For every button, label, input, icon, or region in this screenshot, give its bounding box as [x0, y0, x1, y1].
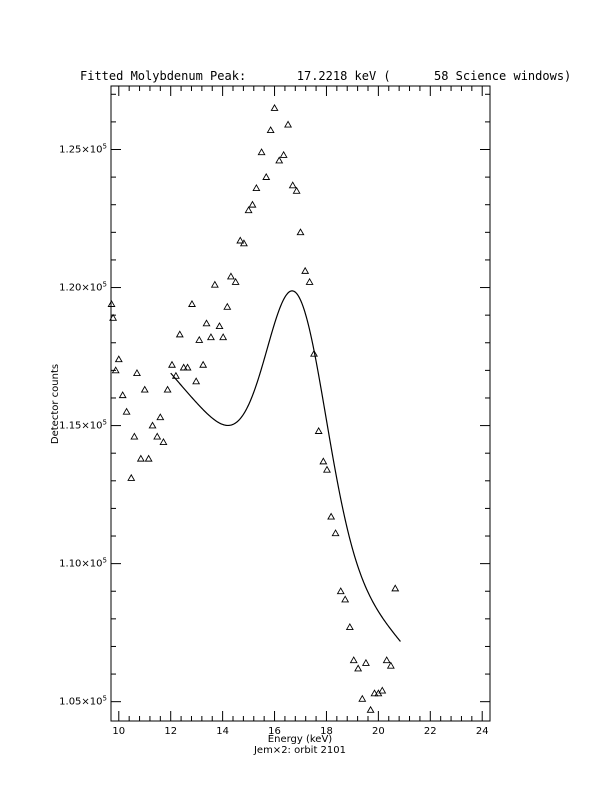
x-tick-label: 16: [268, 726, 281, 737]
data-point-triangle: [252, 184, 261, 192]
data-point-triangle: [358, 694, 367, 702]
data-point-triangle: [199, 360, 208, 368]
data-point-triangle: [314, 427, 323, 434]
data-point-triangle: [111, 366, 120, 374]
data-point-triangle: [231, 277, 240, 285]
chart-title: Fitted Molybdenum Peak: 17.2218 keV ( 58…: [80, 69, 571, 83]
x-tick-labels: 10 12 14 16 18 20 22 24: [112, 726, 488, 737]
tick-marks: [111, 86, 490, 721]
data-point-triangle: [195, 335, 204, 343]
data-point-triangle: [144, 454, 153, 462]
data-point-triangle: [248, 200, 257, 208]
data-point-triangle: [183, 363, 192, 371]
x-axis-label: Energy (keV): [268, 734, 333, 745]
data-point-triangle: [275, 156, 284, 164]
data-point-triangle: [262, 173, 271, 180]
data-point-triangle: [288, 181, 297, 189]
data-point-triangle: [171, 371, 180, 379]
data-point-triangle: [284, 120, 293, 128]
data-point-triangle: [266, 126, 275, 134]
data-point-triangle: [354, 664, 363, 672]
data-point-triangle: [386, 661, 395, 669]
y-tick-label: 1.15×105: [59, 419, 107, 432]
data-point-triangle: [378, 686, 387, 694]
data-point-triangle: [382, 656, 391, 664]
data-point-triangle: [118, 391, 127, 399]
data-point-triangle: [156, 413, 165, 421]
data-point-triangle: [179, 363, 188, 371]
data-point-triangle: [323, 465, 331, 473]
data-point-triangle: [188, 300, 196, 307]
data-point-triangle: [257, 148, 266, 156]
data-point-triangle: [206, 333, 215, 341]
data-point-triangle: [127, 473, 136, 481]
data-point-triangle: [391, 584, 400, 592]
data-point-triangle: [370, 689, 379, 697]
data-point-triangle: [122, 407, 131, 415]
data-point-triangle: [239, 239, 248, 247]
y-tick-label: 1.20×105: [59, 281, 107, 294]
data-point-triangle: [236, 236, 245, 244]
data-point-triangle: [136, 454, 145, 462]
data-point-triangle: [345, 623, 354, 630]
data-point-triangle: [140, 385, 149, 393]
orbit-footnote: Jem×2: orbit 2101: [253, 745, 346, 756]
data-point-triangle: [153, 432, 162, 440]
data-point-triangle: [310, 349, 318, 357]
data-point-triangle: [215, 322, 224, 330]
data-point-triangle: [219, 333, 228, 341]
data-point-triangle: [305, 277, 314, 285]
y-tick-labels: 1.05×105 1.10×105 1.15×105 1.20×105 1.25×105: [59, 143, 107, 708]
data-point-triangle: [301, 266, 310, 274]
fitted-peak-curve: [170, 290, 401, 642]
data-point-triangle: [279, 150, 288, 158]
x-tick-label: 12: [164, 726, 177, 737]
y-axis-label: Detector counts: [50, 364, 61, 444]
data-point-triangle: [336, 587, 345, 595]
data-point-triangle: [202, 319, 211, 327]
data-point-triangle: [132, 369, 141, 376]
data-point-triangle: [175, 330, 184, 338]
data-point-triangle: [296, 228, 305, 236]
x-tick-label: 18: [320, 726, 333, 737]
y-tick-label: 1.05×105: [59, 695, 107, 708]
x-tick-label: 10: [112, 726, 125, 737]
data-point-triangle: [114, 355, 123, 363]
data-points: [107, 103, 400, 713]
data-point-triangle: [361, 658, 370, 666]
data-point-triangle: [366, 705, 375, 713]
plot-frame: [110, 85, 491, 722]
data-point-triangle: [349, 656, 358, 664]
data-point-triangle: [319, 457, 328, 465]
data-point-triangle: [130, 432, 139, 440]
data-point-triangle: [107, 300, 116, 307]
data-point-triangle: [159, 438, 168, 446]
x-tick-label: 22: [424, 726, 437, 737]
data-point-triangle: [327, 512, 336, 520]
data-point-triangle: [168, 360, 176, 368]
y-tick-label: 1.25×105: [59, 143, 107, 156]
data-point-triangle: [244, 206, 253, 214]
data-point-triangle: [210, 280, 219, 288]
data-point-triangle: [109, 313, 118, 321]
data-point-triangle: [163, 385, 172, 393]
data-point-triangle: [223, 302, 232, 310]
data-point-triangle: [148, 421, 157, 429]
data-point-triangle: [192, 377, 201, 385]
x-tick-label: 24: [476, 726, 489, 737]
y-tick-label: 1.10×105: [59, 557, 107, 570]
x-tick-label: 20: [372, 726, 385, 737]
data-point-triangle: [331, 529, 340, 537]
x-tick-label: 14: [216, 726, 229, 737]
data-point-triangle: [270, 103, 279, 111]
data-point-triangle: [341, 595, 350, 603]
data-point-triangle: [292, 186, 301, 194]
data-point-triangle: [226, 272, 235, 280]
